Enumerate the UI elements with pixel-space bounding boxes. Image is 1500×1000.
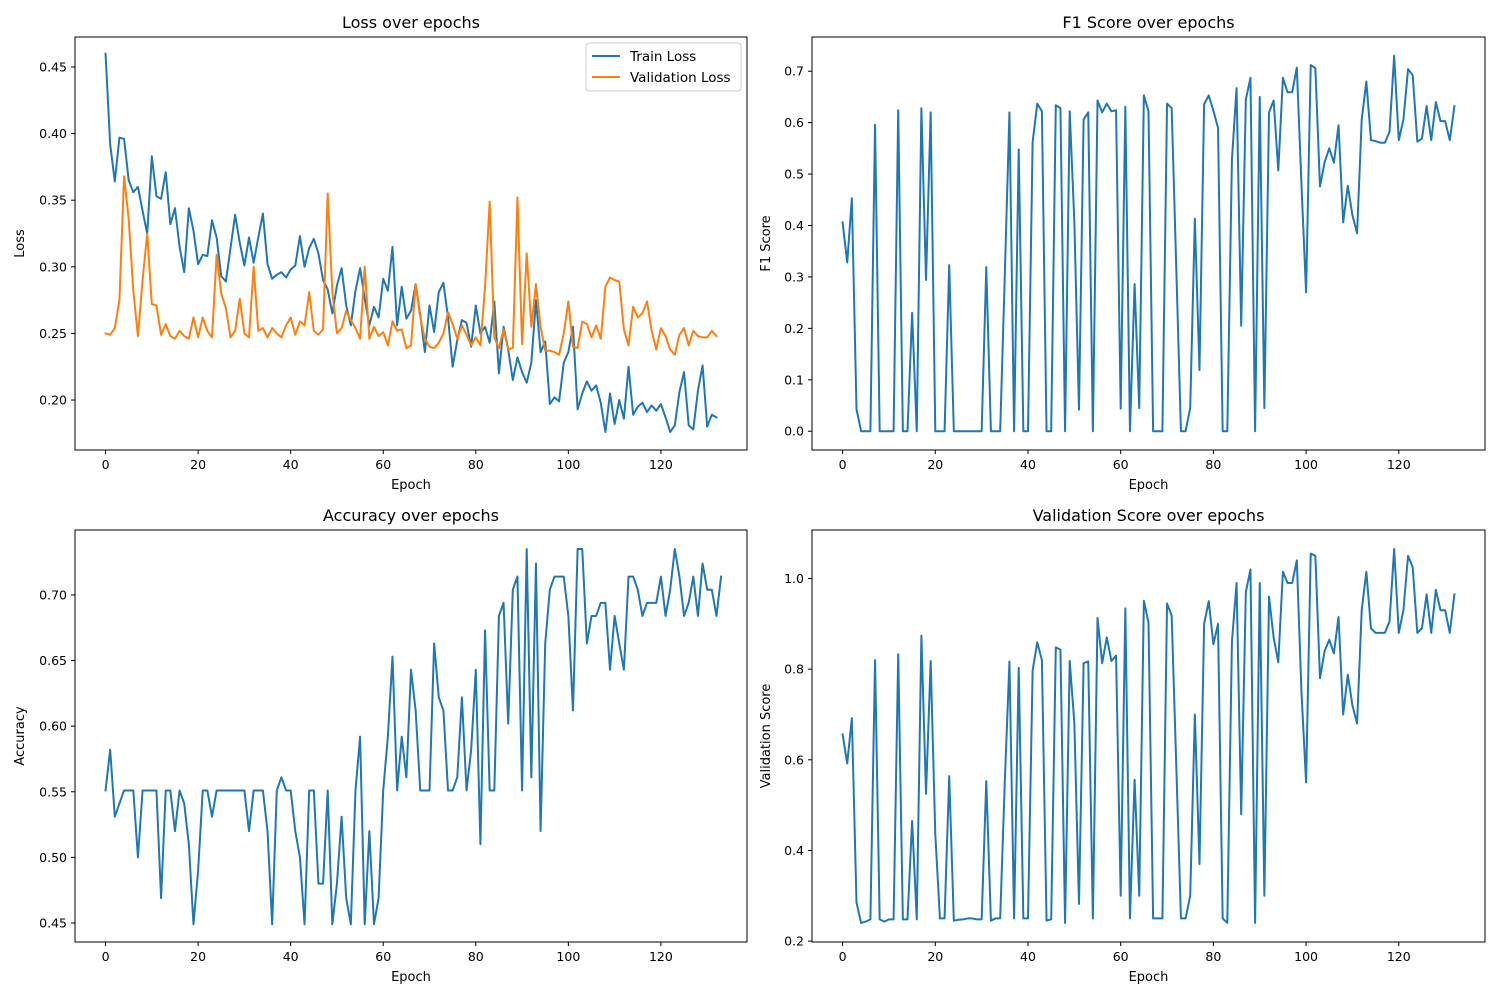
x-axis-label: Epoch [1129,970,1169,985]
axes-frame [811,36,1486,451]
chart-title: Validation Score over epochs [1033,506,1265,525]
y-tick-label: 0.1 [784,372,804,387]
y-tick-label: 0.5 [784,167,804,182]
y-tick-label: 0.7 [784,64,804,79]
x-tick-label: 20 [190,457,206,472]
x-tick-label: 80 [1205,457,1221,472]
y-tick-label: 0.35 [39,193,67,208]
x-tick-label: 120 [649,949,673,964]
x-tick-label: 0 [102,949,110,964]
series-line-validation-score [841,548,1456,924]
chart-panel-accuracy: Accuracy over epochs 0 20 40 60 80 100 120 0.45 0… [13,506,748,985]
x-tick-label: 20 [927,457,943,472]
x-tick-label: 100 [1294,457,1318,472]
chart-title: Loss over epochs [342,13,480,32]
y-tick-label: 0.0 [784,424,804,439]
series-line-validation-loss [104,175,718,356]
legend-label: Validation Loss [630,70,731,86]
y-tick-label: 0.45 [39,915,67,930]
y-tick-label: 0.6 [784,115,804,130]
y-tick-label: 0.2 [784,934,804,949]
x-tick-label: 0 [839,949,847,964]
y-tick-label: 0.2 [784,321,804,336]
y-tick-label: 0.25 [39,326,67,341]
y-tick-label: 0.55 [39,784,67,799]
y-axis-label: Loss [13,229,28,258]
x-tick-label: 100 [556,949,580,964]
y-tick-label: 0.4 [784,218,804,233]
y-tick-label: 0.6 [784,752,804,767]
legend-label: Train Loss [629,49,696,65]
x-tick-label: 80 [468,457,484,472]
x-tick-label: 40 [1020,949,1036,964]
x-tick-label: 20 [190,949,206,964]
y-tick-label: 0.60 [39,719,67,734]
x-tick-label: 0 [102,457,110,472]
y-tick-label: 0.4 [784,843,804,858]
y-tick-label: 0.3 [784,269,804,284]
y-tick-label: 0.40 [39,126,67,141]
chart-panel-loss: Loss over epochs 0 20 40 60 80 100 120 0.20 0.25 0… [13,13,748,493]
y-tick-label: 0.70 [39,587,67,602]
series-line-accuracy [104,548,723,926]
x-tick-label: 100 [1294,949,1318,964]
y-tick-label: 0.8 [784,662,804,677]
x-axis-label: Epoch [391,970,431,985]
legend: Train Loss Validation Loss [585,42,742,92]
chart-panel-f1: F1 Score over epochs 0 20 40 60 80 100 120 0.0 0.… [759,13,1486,493]
series-line-f1-score [841,54,1456,433]
x-tick-label: 60 [375,949,391,964]
x-tick-label: 0 [839,457,847,472]
x-tick-label: 60 [1113,457,1129,472]
x-tick-label: 100 [556,457,580,472]
y-tick-label: 0.65 [39,653,67,668]
x-axis-label: Epoch [391,478,431,493]
x-tick-label: 20 [927,949,943,964]
x-tick-label: 120 [1387,457,1411,472]
chart-title: F1 Score over epochs [1062,13,1234,32]
y-axis-label: Validation Score [759,684,774,789]
x-tick-label: 40 [1020,457,1036,472]
chart-panel-validation_score: Validation Score over epochs 0 20 40 60 80 100… [759,506,1486,985]
y-tick-label: 0.45 [39,59,67,74]
series-line-train-loss [104,52,718,434]
chart-title: Accuracy over epochs [323,506,499,525]
x-tick-label: 120 [649,457,673,472]
legend-box [585,42,742,92]
y-axis-label: Accuracy [13,706,28,766]
y-tick-label: 0.30 [39,259,67,274]
y-axis-label: F1 Score [759,215,774,271]
axes-frame [811,529,1486,943]
y-tick-label: 0.20 [39,393,67,408]
x-tick-label: 40 [283,457,299,472]
x-axis-label: Epoch [1129,478,1169,493]
y-tick-label: 1.0 [784,571,804,586]
x-tick-label: 120 [1387,949,1411,964]
x-tick-label: 60 [375,457,391,472]
x-tick-label: 80 [468,949,484,964]
y-tick-label: 0.50 [39,850,67,865]
x-tick-label: 80 [1205,949,1221,964]
x-tick-label: 60 [1113,949,1129,964]
x-tick-label: 40 [283,949,299,964]
axes-frame [74,36,748,451]
axes-frame [74,529,748,943]
